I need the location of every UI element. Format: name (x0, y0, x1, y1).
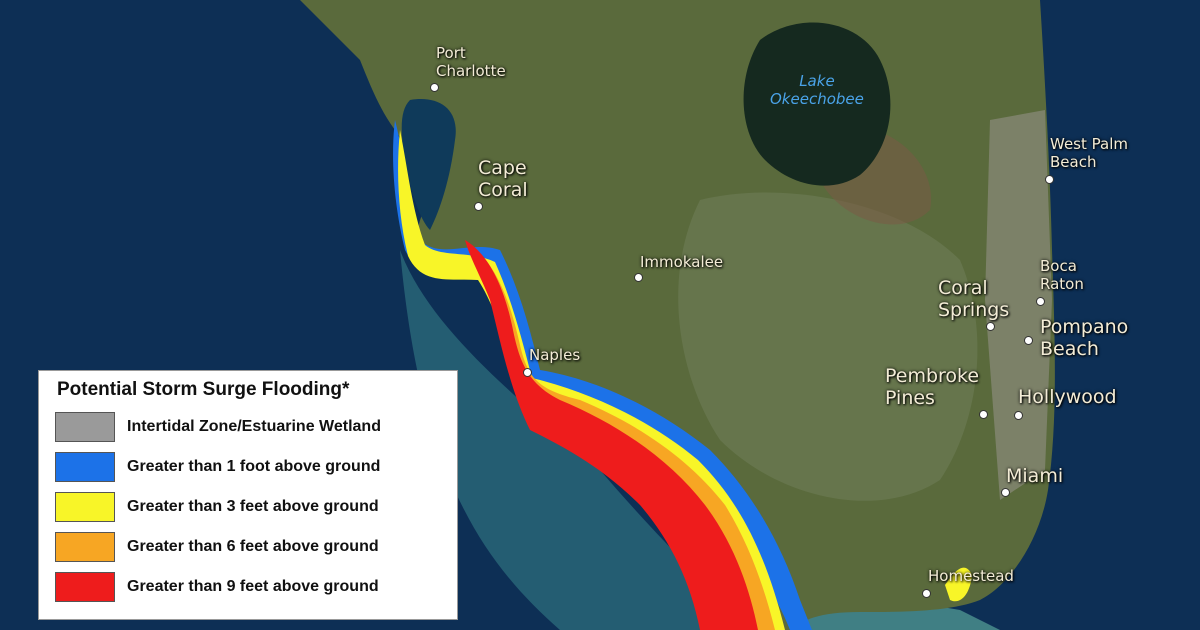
city-immokalee: Immokalee (640, 253, 724, 271)
city-pembroke-pines: Pembroke Pines (885, 365, 979, 409)
city-pompano-beach: Pompano Beach (1040, 316, 1128, 360)
city-naples-dot (523, 368, 532, 377)
legend-label: Intertidal Zone/Estuarine Wetland (127, 418, 381, 435)
surge-homestead (945, 567, 972, 602)
city-homestead: Homestead (928, 567, 1014, 585)
charlotte-harbor (401, 99, 456, 231)
city-port-charlotte-line-1: Port (436, 44, 466, 62)
city-coral-springs: Coral Springs (938, 277, 1009, 321)
legend-swatch (55, 572, 115, 602)
urban-strip (985, 110, 1052, 500)
legend-swatch (55, 452, 115, 482)
city-pembroke-pines-dot (979, 410, 988, 419)
city-homestead-dot (922, 589, 931, 598)
city-hollywood-dot (1014, 411, 1023, 420)
legend-label: Greater than 3 feet above ground (127, 498, 379, 515)
city-cape-coral: Cape Coral (478, 157, 528, 201)
shallow-shelf (400, 250, 760, 630)
legend-item-intertidal: Intertidal Zone/Estuarine Wetland (55, 407, 441, 447)
city-coral-springs-line-2: Springs (938, 299, 1010, 321)
city-port-charlotte: Port Charlotte (436, 44, 506, 80)
city-cape-coral-line-1: Cape (478, 157, 527, 179)
lake-label-line-2: Okeechobee (770, 90, 864, 108)
city-port-charlotte-line-2: Charlotte (436, 62, 506, 80)
legend: Potential Storm Surge Flooding* Intertid… (38, 370, 458, 620)
legend-item-6ft: Greater than 6 feet above ground (55, 527, 441, 567)
city-pompano-beach-line-2: Beach (1040, 338, 1099, 360)
legend-title: Potential Storm Surge Flooding* (57, 379, 350, 400)
city-west-palm-beach-line-1: West Palm (1050, 135, 1128, 153)
city-pompano-beach-line-1: Pompano (1040, 316, 1129, 338)
legend-swatch (55, 492, 115, 522)
city-coral-springs-line-1: Coral (938, 277, 988, 299)
city-cape-coral-line-2: Coral (478, 179, 528, 201)
city-miami-dot (1001, 488, 1010, 497)
city-pembroke-pines-line-1: Pembroke (885, 365, 980, 387)
city-boca-raton-line-1: Boca (1040, 257, 1077, 275)
city-boca-raton-line-2: Raton (1040, 275, 1084, 293)
city-port-charlotte-dot (430, 83, 439, 92)
legend-label: Greater than 9 feet above ground (127, 578, 379, 595)
city-pembroke-pines-line-2: Pines (885, 387, 935, 409)
lake-label-line-1: Lake (799, 72, 835, 90)
city-immokalee-dot (634, 273, 643, 282)
city-boca-raton-dot (1036, 297, 1045, 306)
city-coral-springs-dot (986, 322, 995, 331)
everglades-patch (678, 192, 978, 501)
lake-okeechobee (743, 22, 891, 186)
city-boca-raton: Boca Raton (1040, 257, 1084, 293)
lake-okeechobee-label: Lake Okeechobee (770, 72, 864, 108)
city-west-palm-beach-dot (1045, 175, 1054, 184)
city-hollywood: Hollywood (1018, 386, 1117, 408)
city-west-palm-beach-line-2: Beach (1050, 153, 1097, 171)
city-cape-coral-dot (474, 202, 483, 211)
legend-item-3ft: Greater than 3 feet above ground (55, 487, 441, 527)
legend-label: Greater than 1 foot above ground (127, 458, 381, 475)
legend-item-9ft: Greater than 9 feet above ground (55, 567, 441, 607)
surge-red (465, 240, 758, 630)
legend-label: Greater than 6 feet above ground (127, 538, 379, 555)
city-naples: Naples (529, 346, 581, 364)
city-pompano-beach-dot (1024, 336, 1033, 345)
legend-swatch (55, 412, 115, 442)
city-miami: Miami (1006, 465, 1064, 487)
legend-item-1ft: Greater than 1 foot above ground (55, 447, 441, 487)
legend-swatch (55, 532, 115, 562)
city-west-palm-beach: West Palm Beach (1050, 135, 1128, 171)
